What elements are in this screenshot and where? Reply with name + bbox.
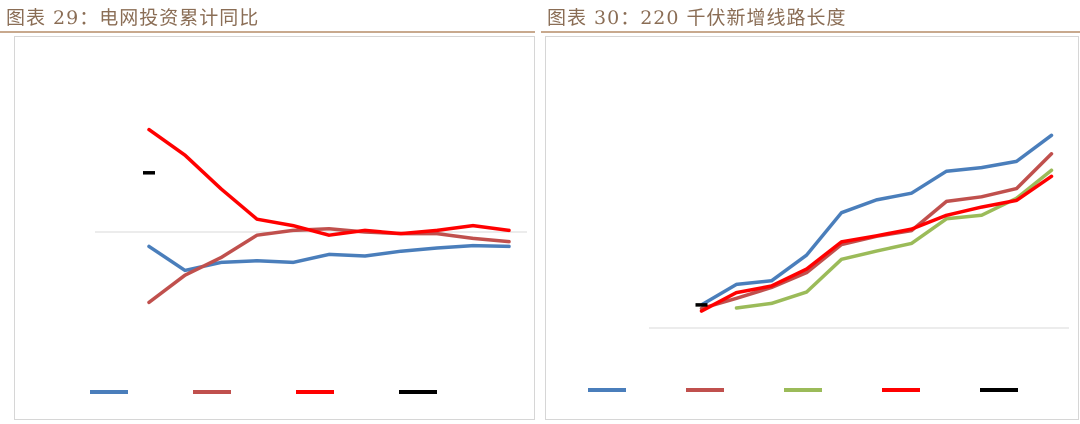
series-line-2021 xyxy=(147,127,511,237)
left-chart xyxy=(90,127,527,394)
left-panel-heading: 图表 29：电网投资累计同比 xyxy=(6,7,260,29)
left-panel: 图表 29：电网投资累计同比 xyxy=(0,0,535,424)
right-chart-box xyxy=(545,36,1079,420)
series-line-2019 xyxy=(699,152,1054,311)
left-heading-rule xyxy=(0,31,535,33)
right-panel: 图表 30：220 千伏新增线路长度 xyxy=(541,0,1080,424)
right-panel-heading: 图表 30：220 千伏新增线路长度 xyxy=(547,7,847,29)
series-line-2020 xyxy=(734,168,1054,310)
series-line-2020 xyxy=(147,227,511,305)
series-line-2021 xyxy=(699,174,1054,313)
right-heading-rule xyxy=(541,31,1080,33)
right-chart xyxy=(588,133,1069,392)
left-chart-box xyxy=(14,36,535,420)
series-line-2018 xyxy=(699,133,1054,307)
